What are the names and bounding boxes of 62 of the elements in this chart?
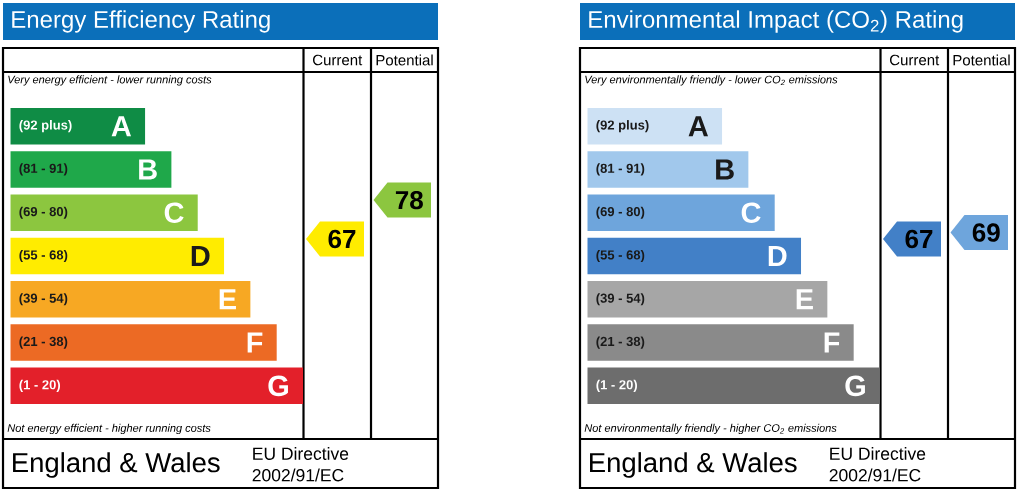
annotation: A <box>111 116 132 137</box>
text: 69 <box>972 223 1000 242</box>
annotation: G <box>268 375 288 397</box>
annotation: C <box>164 202 184 223</box>
y-tick-label: (21 - 38) <box>19 336 68 349</box>
bar <box>10 237 225 275</box>
bar <box>10 151 172 188</box>
y-tick-label: (81 - 91) <box>596 163 645 176</box>
y-tick-label: (55 - 68) <box>19 249 68 263</box>
text: Potential <box>376 54 433 66</box>
y-tick-label: (69 - 80) <box>19 206 68 219</box>
text: Very environmentally friendly - lower CO$_{2}$ emissions <box>585 75 838 86</box>
y-tick-label: (92 plus) <box>19 120 72 133</box>
bar <box>10 194 198 231</box>
chart-title: Energy Efficiency Rating <box>12 10 270 33</box>
annotation: B <box>716 159 734 180</box>
bar <box>10 367 304 405</box>
annotation: F <box>824 332 840 353</box>
chart-title: Environmental Impact (CO$_{2}$) Rating <box>589 10 963 33</box>
text: 67 <box>905 229 933 249</box>
bar <box>587 281 828 318</box>
annotation: G <box>845 375 865 397</box>
text: England & Wales <box>590 452 797 478</box>
text: 2002/91/EC <box>252 468 344 482</box>
annotation: A <box>688 116 709 137</box>
text: 67 <box>328 229 356 249</box>
text: Current <box>313 54 363 66</box>
annotation: C <box>741 202 761 223</box>
text: EU Directive <box>253 447 349 460</box>
y-tick-label: (55 - 68) <box>596 249 645 263</box>
bar <box>10 324 277 361</box>
annotation: F <box>247 332 263 353</box>
bar <box>587 194 775 231</box>
annotation: Not environmentally friendly - higher CO$_{2}$ emissions <box>584 423 837 435</box>
bar <box>587 237 802 275</box>
y-tick-label: (1 - 20) <box>596 379 637 392</box>
annotation: E <box>796 289 813 310</box>
text: England & Wales <box>13 452 220 478</box>
bar <box>587 151 749 188</box>
y-tick-label: (81 - 91) <box>19 163 68 176</box>
annotation: Not energy efficient - higher running costs <box>7 423 211 435</box>
annotation: D <box>191 246 210 266</box>
y-tick-label: (69 - 80) <box>596 206 645 219</box>
text: Very energy efficient - lower running costs <box>8 75 212 86</box>
text: Potential <box>953 54 1010 66</box>
text: Current <box>890 54 940 66</box>
y-tick-label: (92 plus) <box>596 120 649 133</box>
bar <box>10 107 146 145</box>
bar <box>587 324 854 361</box>
text: 2002/91/EC <box>829 468 921 482</box>
annotation: E <box>219 289 236 310</box>
y-tick-label: (1 - 20) <box>19 379 61 392</box>
bar <box>587 107 723 145</box>
bar <box>587 367 880 405</box>
y-tick-label: (39 - 54) <box>19 293 68 306</box>
text: 78 <box>395 190 423 210</box>
y-tick-label: (21 - 38) <box>596 336 645 349</box>
text: EU Directive <box>830 447 926 460</box>
bar <box>10 281 251 318</box>
y-tick-label: (39 - 54) <box>596 293 645 306</box>
annotation: D <box>768 246 787 266</box>
annotation: B <box>139 159 157 180</box>
